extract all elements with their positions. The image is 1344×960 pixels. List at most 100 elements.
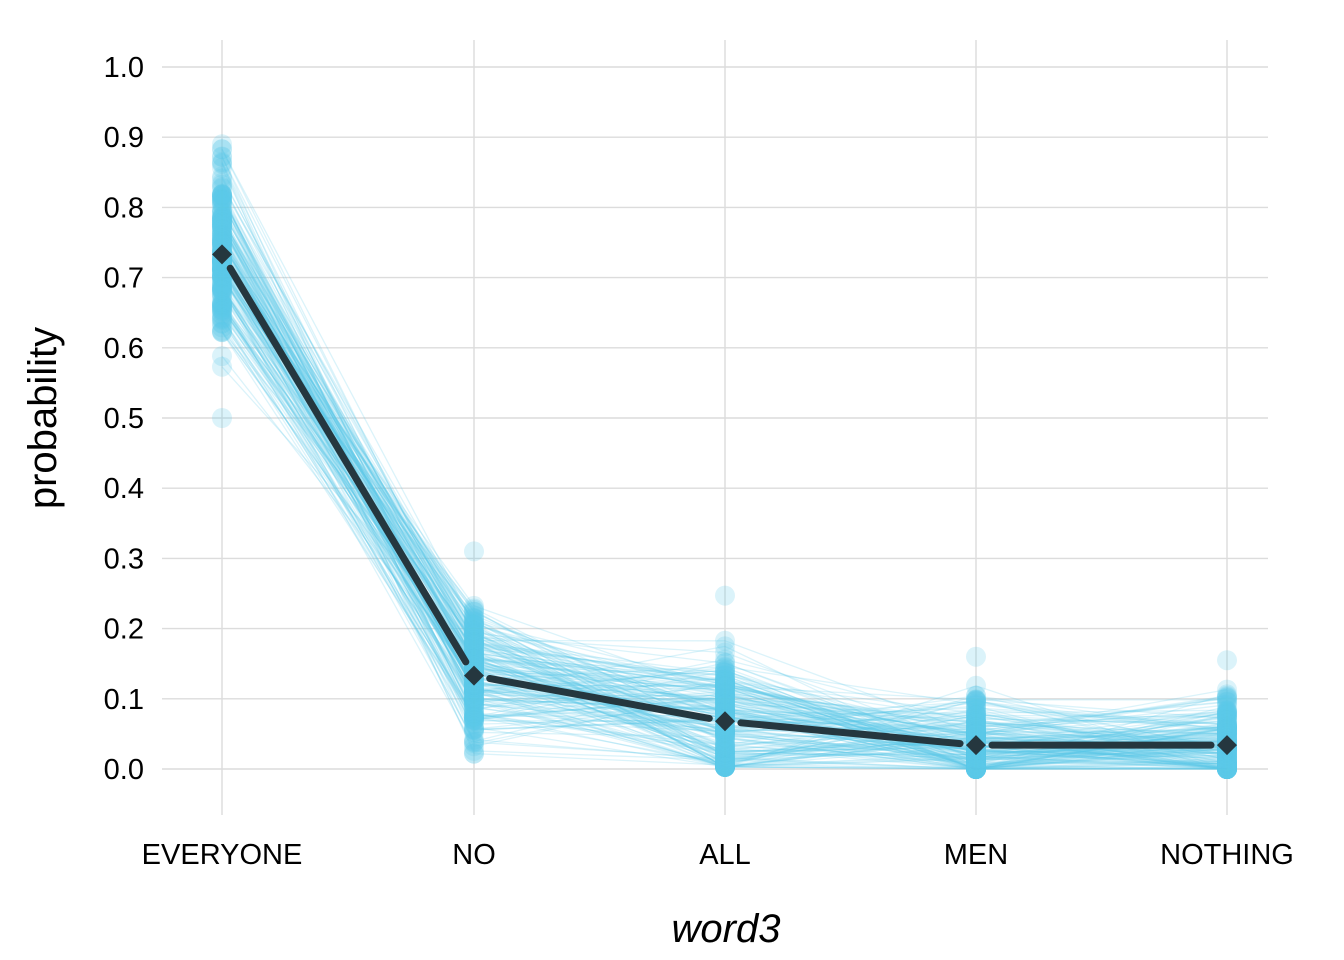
sample-point [966, 759, 986, 779]
sample-point [966, 751, 986, 772]
sample-point [212, 146, 232, 167]
sample-point [1217, 703, 1237, 724]
sample-trace [221, 268, 1228, 763]
sample-point [212, 258, 232, 279]
sample-point [966, 745, 986, 766]
sample-point [464, 689, 484, 710]
sample-point [212, 199, 232, 220]
sample-point [464, 614, 484, 635]
sample-point [966, 701, 986, 722]
sample-trace [221, 307, 1228, 770]
sample-point [464, 632, 484, 653]
sample-point [212, 215, 232, 236]
sample-point [1217, 745, 1237, 766]
sample-point [1217, 701, 1237, 722]
sample-point [212, 255, 232, 276]
sample-point [1217, 713, 1237, 734]
sample-point [1217, 718, 1237, 738]
sample-trace [221, 216, 1227, 770]
sample-point [464, 608, 484, 629]
sample-point [966, 646, 986, 667]
sample-point [1217, 745, 1237, 766]
sample-trace [221, 235, 1228, 766]
sample-point [212, 271, 232, 292]
sample-point [966, 704, 986, 724]
sample-point [966, 749, 986, 770]
sample-point [1217, 717, 1237, 738]
sample-point [715, 693, 735, 714]
sample-point [715, 728, 735, 748]
sample-point [715, 676, 735, 697]
sample-point [212, 284, 232, 305]
sample-point [464, 681, 484, 702]
sample-point [966, 722, 986, 743]
sample-point [212, 207, 232, 228]
sample-trace [221, 264, 1228, 770]
sample-point [464, 695, 484, 716]
sample-point [1217, 692, 1237, 713]
sample-trace [221, 198, 1228, 729]
sample-trace [221, 259, 1228, 770]
sample-point [966, 748, 986, 768]
sample-point [966, 708, 986, 729]
sample-trace [221, 178, 1228, 765]
sample-point [212, 214, 232, 235]
sample-point [464, 681, 484, 702]
sample-point [715, 669, 735, 690]
sample-point [1217, 745, 1237, 766]
sample-point [464, 706, 484, 727]
sample-point [464, 679, 484, 700]
sample-point [464, 627, 484, 648]
sample-point [464, 641, 484, 662]
sample-point [966, 750, 986, 771]
sample-point [966, 717, 986, 738]
sample-point [966, 721, 986, 742]
sample-trace [221, 276, 1228, 756]
sample-point [715, 743, 735, 764]
sample-point [212, 300, 232, 321]
sample-point [1217, 720, 1237, 741]
mean-line-segment [737, 719, 964, 748]
sample-point [966, 712, 986, 733]
sample-point [464, 682, 484, 702]
sample-trace [221, 195, 1228, 768]
sample-point [1217, 751, 1237, 772]
sample-point [715, 685, 735, 705]
sample-point [1217, 759, 1237, 779]
sample-point [1217, 753, 1237, 774]
sample-point [715, 662, 735, 683]
sample-point [212, 299, 232, 320]
sample-point [715, 660, 735, 681]
sample-point [212, 259, 232, 280]
sample-trace [221, 269, 1228, 724]
sample-point [1217, 687, 1237, 707]
sample-trace [221, 229, 1228, 770]
sample-point [464, 624, 484, 645]
sample-point [715, 676, 735, 697]
sample-point [966, 698, 986, 718]
sample-point [1217, 757, 1237, 778]
sample-point [1217, 759, 1237, 779]
sample-point [1217, 759, 1237, 779]
sample-point [966, 759, 986, 779]
sample-point [1217, 759, 1237, 779]
sample-point [1217, 753, 1237, 774]
sample-point [715, 756, 735, 777]
sample-trace [221, 246, 1228, 770]
sample-point [464, 614, 484, 635]
sample-trace [221, 198, 1228, 766]
sample-point [715, 699, 735, 720]
sample-point [715, 674, 735, 695]
sample-point [1217, 706, 1237, 727]
sample-point [212, 232, 232, 253]
sample-point [966, 754, 986, 775]
sample-trace [221, 250, 1228, 770]
sample-point [464, 688, 484, 709]
sample-point [1217, 747, 1237, 768]
sample-point [715, 674, 735, 694]
sample-trace [221, 252, 1228, 753]
sample-point [1217, 752, 1237, 773]
sample-point [715, 753, 735, 774]
sample-point [464, 720, 484, 740]
sample-point [966, 686, 986, 706]
